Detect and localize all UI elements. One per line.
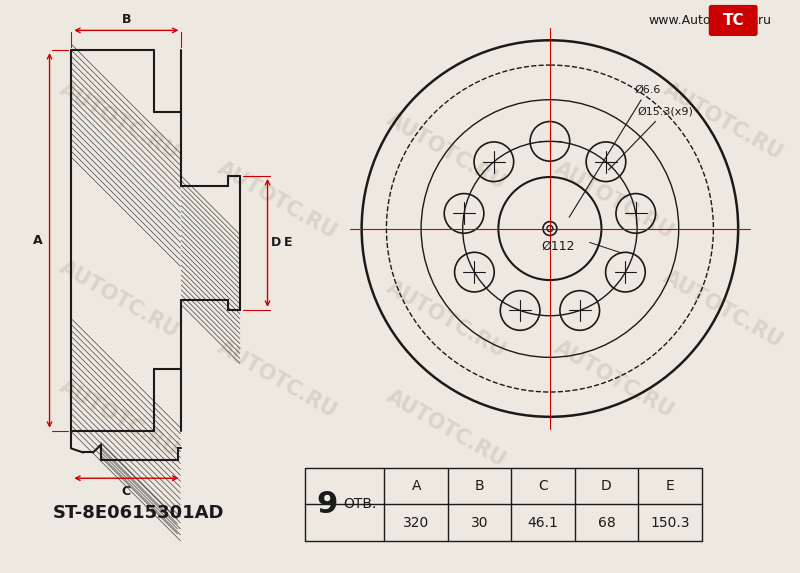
Text: B: B xyxy=(122,13,131,26)
Text: ST-8E0615301AD: ST-8E0615301AD xyxy=(53,504,225,522)
Text: AUTOTC.RU: AUTOTC.RU xyxy=(660,268,786,352)
Text: AUTOTC.RU: AUTOTC.RU xyxy=(56,258,182,342)
Text: AUTOTC.RU: AUTOTC.RU xyxy=(214,159,341,243)
Text: AUTOTC.RU: AUTOTC.RU xyxy=(551,337,678,421)
Text: AUTOTC.RU: AUTOTC.RU xyxy=(382,277,509,362)
Text: ОТВ.: ОТВ. xyxy=(343,497,376,512)
Text: AUTOTC.RU: AUTOTC.RU xyxy=(551,159,678,243)
Text: 68: 68 xyxy=(598,516,615,529)
Text: 46.1: 46.1 xyxy=(527,516,558,529)
Text: AUTOTC.RU: AUTOTC.RU xyxy=(56,376,182,461)
Text: www.Auto: www.Auto xyxy=(649,14,711,27)
Text: Ø6.6: Ø6.6 xyxy=(569,85,661,217)
Text: D: D xyxy=(601,480,612,493)
Text: 320: 320 xyxy=(403,516,430,529)
Text: D: D xyxy=(271,237,282,249)
Text: E: E xyxy=(666,480,674,493)
Text: TC: TC xyxy=(722,13,744,28)
Text: AUTOTC.RU: AUTOTC.RU xyxy=(660,79,786,164)
Text: AUTOTC.RU: AUTOTC.RU xyxy=(382,386,509,471)
Text: AUTOTC.RU: AUTOTC.RU xyxy=(214,337,341,421)
Text: AUTOTC.RU: AUTOTC.RU xyxy=(56,79,182,164)
FancyBboxPatch shape xyxy=(710,6,757,36)
Text: C: C xyxy=(538,480,548,493)
Text: Ø15.3(x9): Ø15.3(x9) xyxy=(609,107,693,170)
Text: 150.3: 150.3 xyxy=(650,516,690,529)
Text: 9: 9 xyxy=(316,490,338,519)
Text: A: A xyxy=(33,234,42,247)
Text: AUTOTC.RU: AUTOTC.RU xyxy=(382,109,509,194)
Text: Ø112: Ø112 xyxy=(541,240,574,253)
Text: .ru: .ru xyxy=(755,14,772,27)
Text: C: C xyxy=(122,485,131,497)
Text: E: E xyxy=(284,237,293,249)
Text: 30: 30 xyxy=(471,516,488,529)
Text: A: A xyxy=(411,480,421,493)
Text: B: B xyxy=(474,480,484,493)
